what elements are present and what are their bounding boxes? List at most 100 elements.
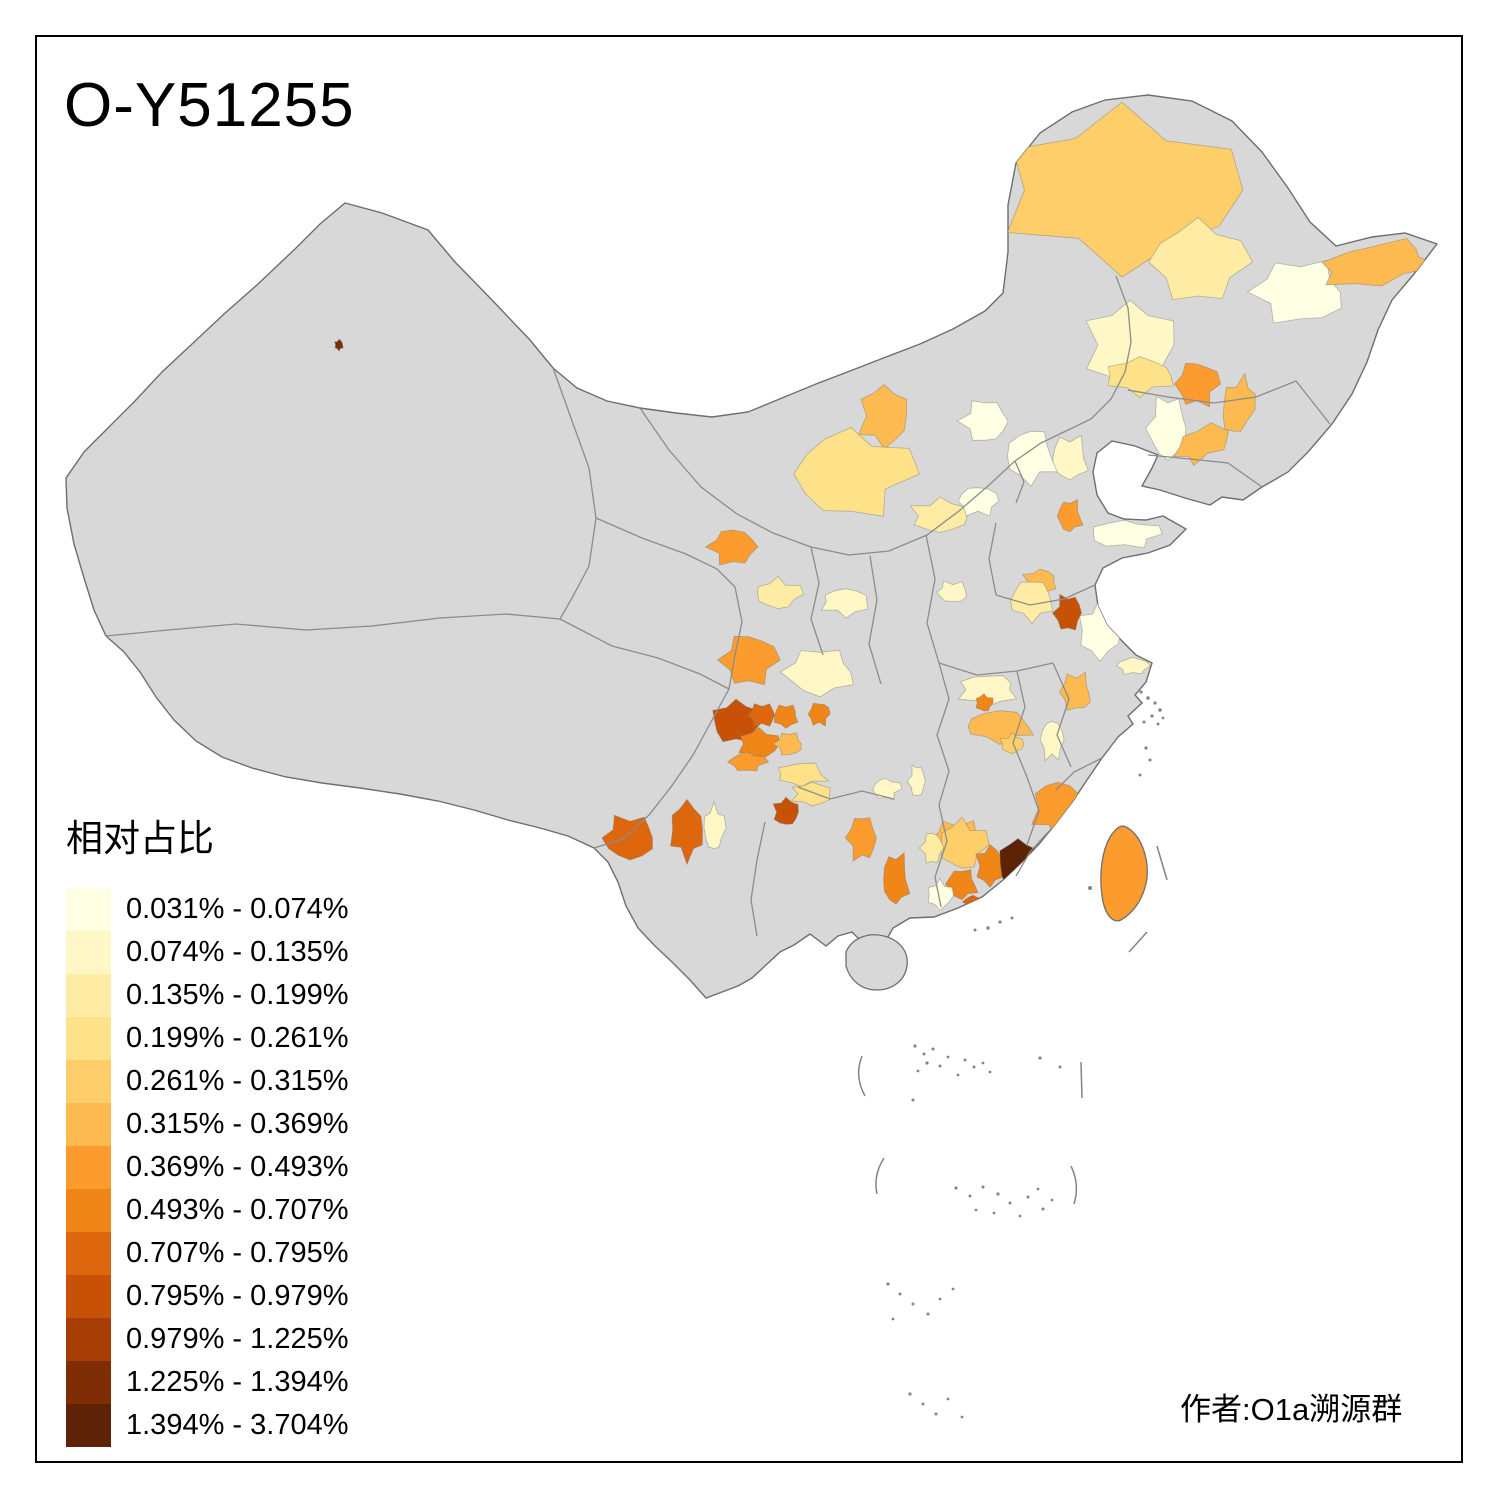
legend-swatch [66, 1318, 111, 1361]
legend-swatch [66, 1103, 111, 1146]
region-xuzhou-dark [1051, 593, 1082, 631]
region-chuzhou-orange [1058, 671, 1091, 711]
region-lanzhou-orange [704, 529, 759, 566]
legend: 相对占比 0.031% - 0.074% 0.074% - 0.135% 0.135… [66, 808, 348, 1447]
region-liaoyang-orange [1222, 372, 1256, 432]
hainan-island [845, 934, 908, 991]
region-dongying-orange [1056, 499, 1084, 533]
legend-range-label: 0.031% - 0.074% [126, 893, 349, 925]
legend-item: 1.225% - 1.394% [66, 1361, 348, 1404]
region-chengde-pale [1052, 434, 1089, 481]
region-zhangjiakou-cream [956, 400, 1009, 441]
region-qingyuan-pale [918, 832, 945, 864]
region-shangqiu-pale [1010, 581, 1054, 625]
region-yuxi-cream [703, 800, 727, 850]
legend-item: 0.707% - 0.795% [66, 1232, 348, 1275]
region-hechi-orange [844, 817, 877, 862]
legend-swatch [66, 1275, 111, 1318]
province-boundaries [105, 275, 1331, 937]
legend-range-label: 0.074% - 0.135% [126, 936, 349, 968]
region-aba-orange [716, 635, 781, 686]
legend-range-label: 0.979% - 1.225% [126, 1323, 349, 1355]
legend-item: 0.135% - 0.199% [66, 974, 348, 1017]
page-title: O-Y51255 [64, 71, 355, 140]
legend-swatch [66, 1060, 111, 1103]
region-yinchuan-pale [757, 575, 805, 610]
region-dalian-orange [1173, 422, 1229, 467]
region-taiyuan-cream [957, 487, 1000, 517]
region-ezhou-orange [999, 732, 1025, 755]
region-nanning-orange [883, 852, 911, 905]
legend-range-label: 0.795% - 0.979% [126, 1280, 349, 1312]
region-enshi-cream [906, 764, 926, 796]
region-yulin-pale [820, 588, 869, 619]
legend-item: 0.979% - 1.225% [66, 1318, 348, 1361]
region-daxinganling-east [1148, 216, 1254, 301]
region-heyuan-orange [975, 843, 1004, 888]
colored-regions [334, 101, 1437, 911]
legend-item: 0.261% - 0.315% [66, 1060, 348, 1103]
region-guangzhou-orange [945, 869, 979, 901]
legend-range-label: 0.493% - 0.707% [126, 1194, 349, 1226]
region-hanzhong-pale [779, 649, 854, 698]
region-kunming-orange [670, 798, 703, 866]
region-ordos-yellow [793, 427, 920, 517]
legend-swatch [66, 1189, 111, 1232]
legend-swatch [66, 931, 111, 974]
legend-rows: 0.031% - 0.074% 0.074% - 0.135% 0.135% - 0… [66, 888, 348, 1447]
region-shijiazhuang-pale [909, 496, 968, 533]
region-yibin-orange [726, 751, 770, 772]
legend-range-label: 0.135% - 0.199% [126, 979, 349, 1011]
region-xiantao-orange [975, 693, 994, 712]
legend-range-label: 0.261% - 0.315% [126, 1065, 349, 1097]
legend-item: 0.493% - 0.707% [66, 1189, 348, 1232]
region-zhaoqing-cream [927, 877, 955, 911]
legend-swatch [66, 1017, 111, 1060]
region-shenyang-orange [1174, 362, 1222, 408]
region-bayannur-orange [858, 383, 908, 450]
legend-swatch [66, 1404, 111, 1447]
region-chaozhou-dark [1003, 875, 1022, 892]
region-guilin-pale [872, 777, 903, 801]
region-linfen-pale [936, 580, 967, 602]
legend-range-label: 0.199% - 0.261% [126, 1022, 349, 1054]
legend-range-label: 0.369% - 0.493% [126, 1151, 349, 1183]
region-tongliao-pale [1107, 356, 1174, 399]
legend-swatch [66, 1146, 111, 1189]
legend-item: 0.074% - 0.135% [66, 931, 348, 974]
attribution: 作者:O1a溯源群 [1180, 1392, 1403, 1427]
sea-islands [857, 690, 1168, 1419]
region-nanyang-pale [957, 675, 1018, 708]
region-chongqing-orange [807, 702, 831, 727]
legend-item: 0.369% - 0.493% [66, 1146, 348, 1189]
region-baoshan-orange [601, 814, 653, 861]
region-yantai-cream [1093, 519, 1163, 549]
region-deyang-dark [746, 703, 776, 728]
region-zigong-dark [772, 796, 799, 825]
region-sanjiang-orange [1321, 237, 1437, 287]
legend-item: 0.795% - 0.979% [66, 1275, 348, 1318]
legend-swatch [66, 888, 111, 931]
legend-title: 相对占比 [66, 818, 214, 859]
legend-swatch [66, 1232, 111, 1275]
legend-range-label: 1.225% - 1.394% [126, 1366, 349, 1398]
region-dazhou-pale [777, 762, 830, 788]
region-mianyang-orange [773, 704, 799, 729]
legend-swatch [66, 974, 111, 1017]
legend-swatch [66, 1361, 111, 1404]
legend-item: 0.031% - 0.074% [66, 888, 348, 931]
legend-range-label: 1.394% - 3.704% [126, 1409, 349, 1441]
region-neijiang-orange [772, 732, 802, 756]
legend-item: 1.394% - 3.704% [66, 1404, 348, 1447]
legend-range-label: 0.315% - 0.369% [126, 1108, 349, 1140]
region-nantong-cream [1115, 656, 1152, 675]
legend-range-label: 0.707% - 0.795% [126, 1237, 349, 1269]
legend-item: 0.199% - 0.261% [66, 1017, 348, 1060]
region-heihe-cream [1246, 260, 1342, 324]
region-leshan-orange [738, 726, 780, 761]
region-karamay-dot [334, 338, 344, 352]
legend-item: 0.315% - 0.369% [66, 1103, 348, 1146]
region-shantou-orange [1022, 865, 1040, 892]
